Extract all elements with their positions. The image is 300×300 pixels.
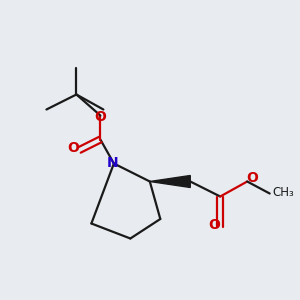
Text: CH₃: CH₃: [272, 186, 294, 200]
Text: N: N: [106, 156, 118, 170]
Text: O: O: [94, 110, 106, 124]
Text: O: O: [246, 172, 258, 185]
Text: O: O: [208, 218, 220, 232]
Text: O: O: [67, 141, 79, 154]
Polygon shape: [150, 176, 190, 188]
